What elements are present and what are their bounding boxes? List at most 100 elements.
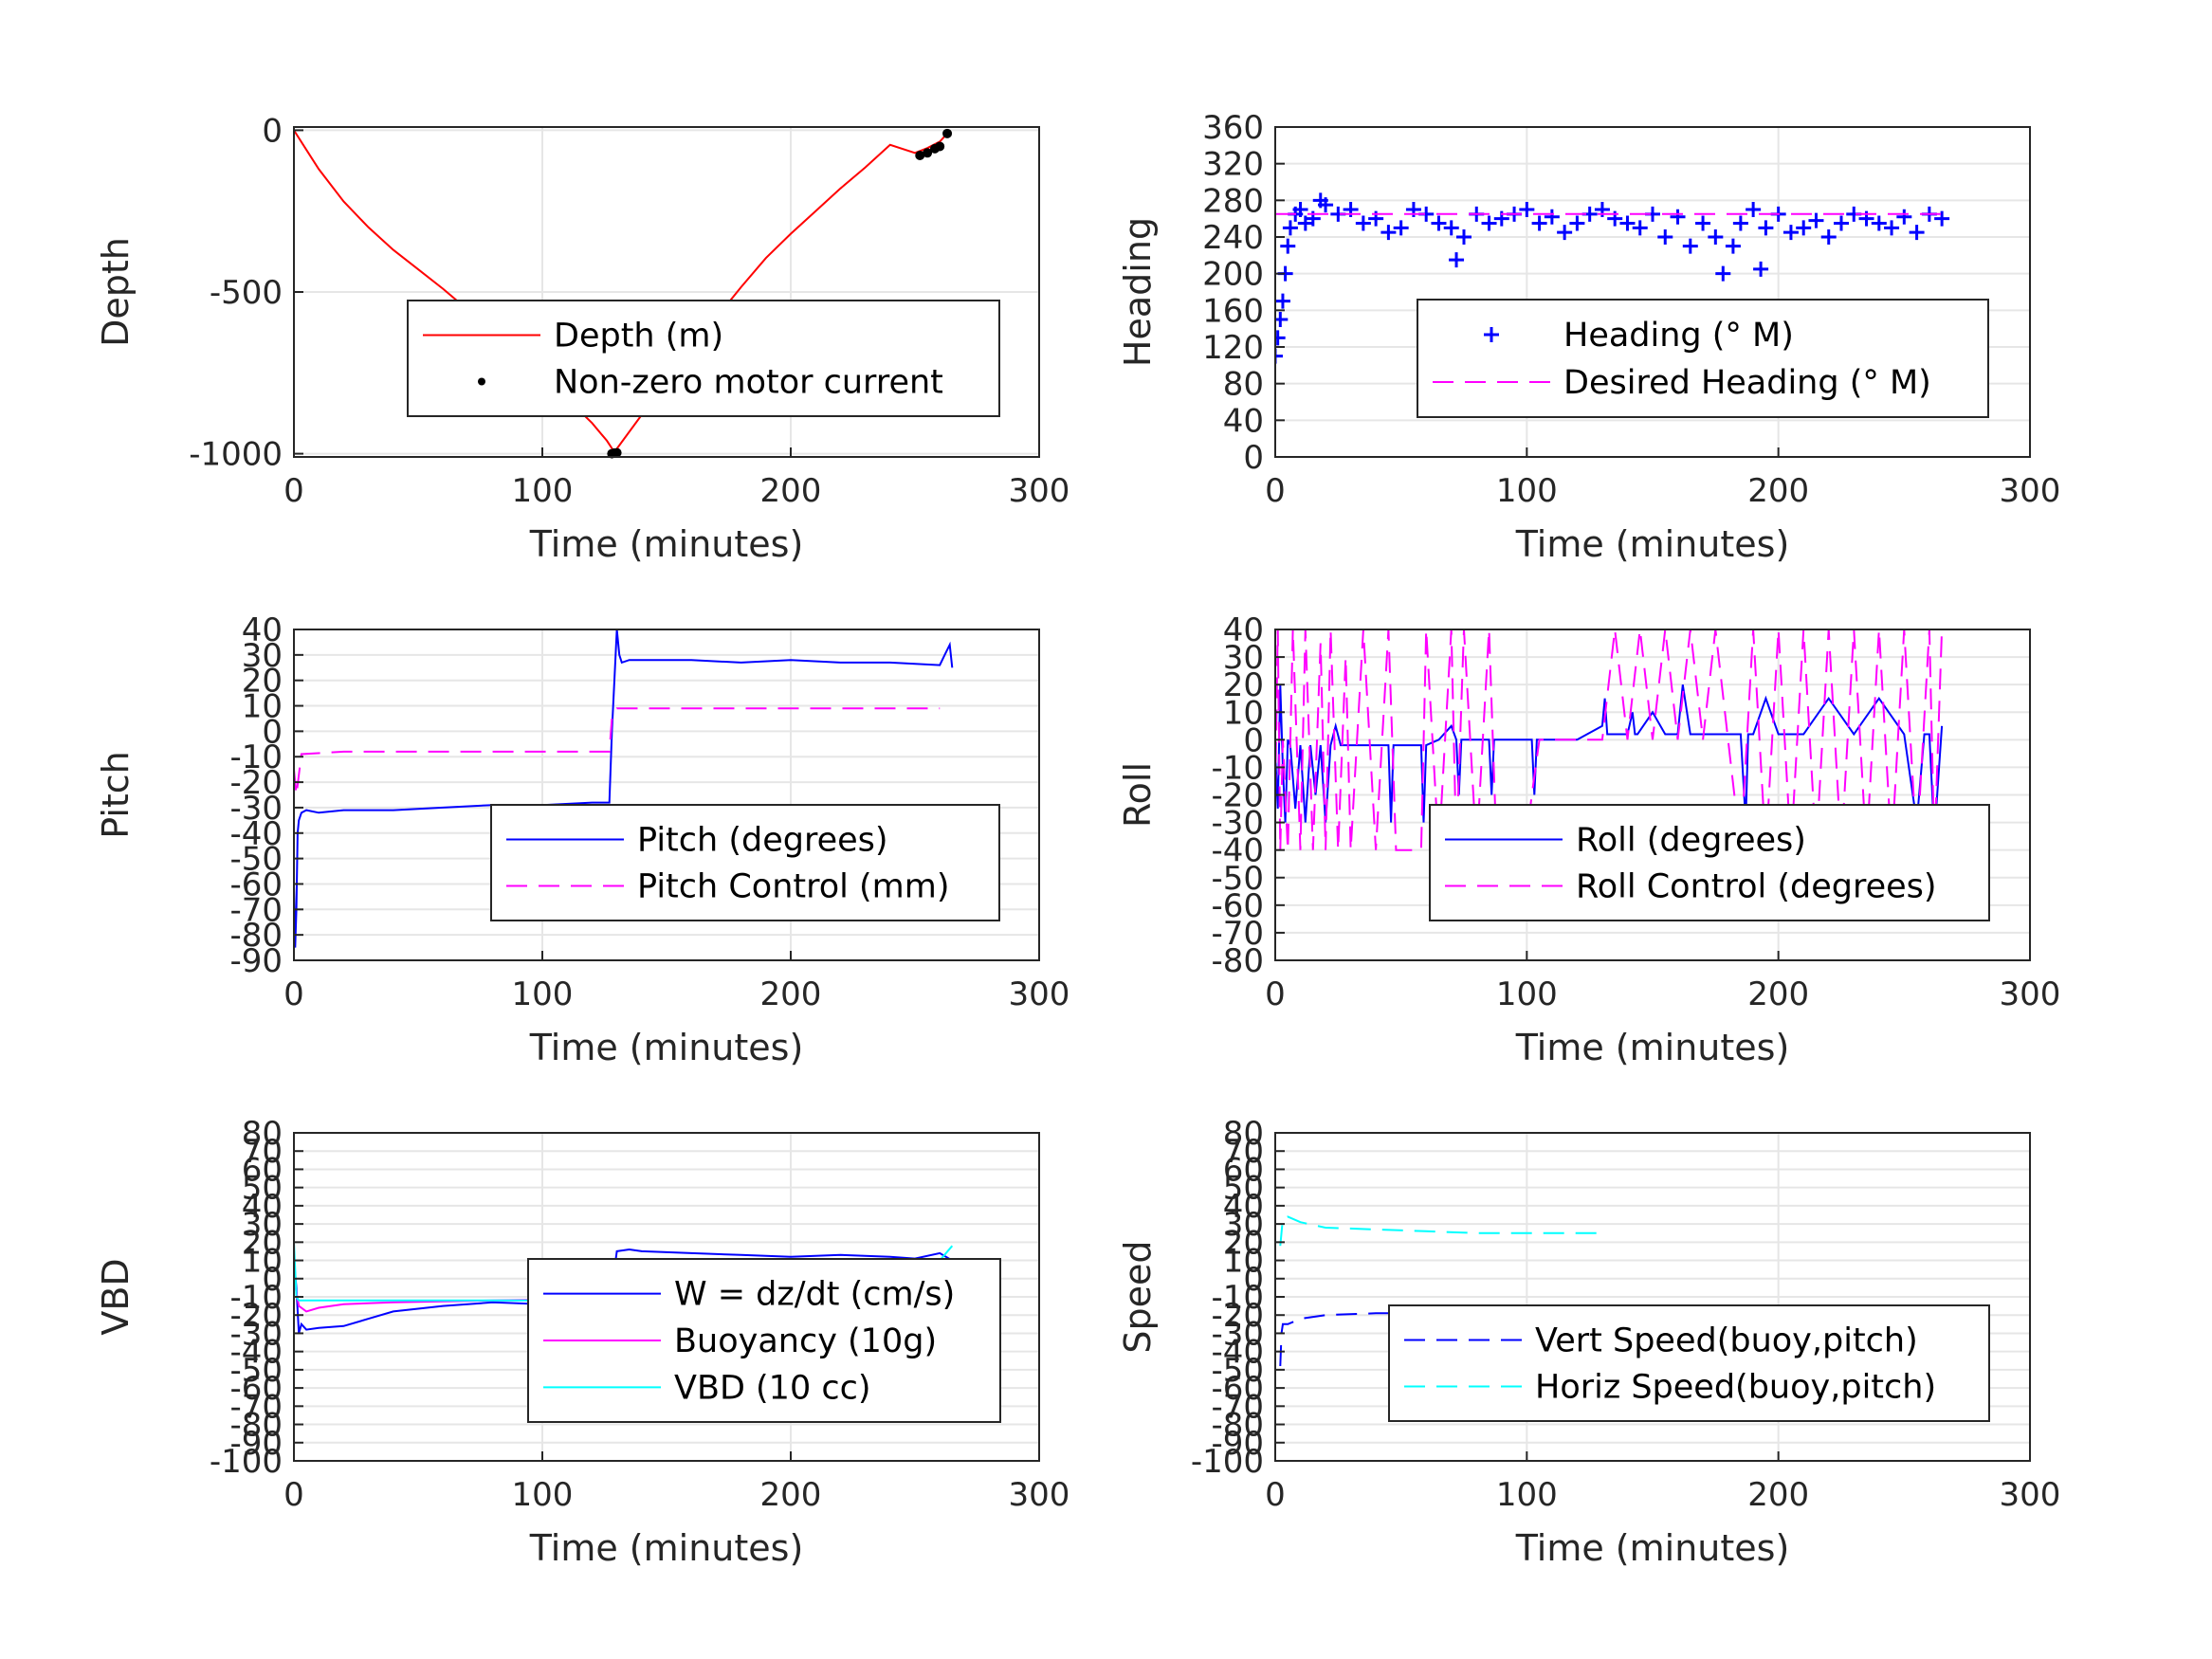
series-point <box>1393 220 1409 236</box>
y-tick-label: -20 <box>229 764 283 802</box>
series-point <box>935 141 945 152</box>
y-tick-label: 20 <box>1223 1224 1264 1262</box>
legend: Depth (m) Non-zero motor current <box>407 300 1000 417</box>
legend-entry: Depth (m) <box>554 318 723 356</box>
series-line-1 <box>294 629 954 948</box>
series-point <box>1753 261 1769 277</box>
y-tick-label: 0 <box>262 1261 283 1299</box>
legend-entry: VBD (10 cc) <box>674 1369 871 1407</box>
y-tick-label: 40 <box>1223 611 1264 649</box>
y-tick-label: -20 <box>1211 777 1264 815</box>
y-tick-label: 20 <box>242 663 283 701</box>
y-tick-label: 60 <box>242 1151 283 1189</box>
axes-box <box>1274 126 2031 458</box>
y-tick-label: 60 <box>1223 1151 1264 1189</box>
series-point <box>1619 215 1636 231</box>
y-tick-label: -30 <box>1211 1315 1264 1353</box>
y-tick-label: -10 <box>229 738 283 776</box>
legend-box <box>490 804 1000 921</box>
y-tick-label: -90 <box>229 1425 283 1463</box>
x-tick-label: 0 <box>1265 1476 1286 1514</box>
y-tick-label: -90 <box>1211 1425 1264 1463</box>
series-point <box>1746 202 1762 217</box>
x-tick-label: 200 <box>760 472 822 510</box>
series-point <box>1758 220 1774 236</box>
y-tick-label: -30 <box>229 1315 283 1353</box>
y-tick-label: 20 <box>242 1224 283 1262</box>
y-tick-label: 30 <box>242 1206 283 1244</box>
series-point <box>1355 215 1371 231</box>
series-point <box>1275 330 1286 346</box>
y-tick-label: 200 <box>1202 256 1264 294</box>
y-tick-label: 120 <box>1202 329 1264 367</box>
y-tick-label: -60 <box>229 1370 283 1408</box>
series-point <box>1632 220 1648 236</box>
legend-box <box>1388 1304 1990 1422</box>
y-tick-label: 40 <box>1223 1188 1264 1226</box>
series-group <box>1275 629 1944 851</box>
series-point <box>1481 215 1497 231</box>
chart-panel-2: 0 100 200 30004080120160200240280320360Time… <box>1117 109 2060 565</box>
y-tick-label: 360 <box>1202 109 1264 147</box>
y-tick-label: -50 <box>1211 860 1264 898</box>
y-tick-label: 320 <box>1202 146 1264 184</box>
y-tick-label: -30 <box>229 790 283 828</box>
chart-panel-1: 0 100 200 300 0 -500 -1000 Time (minutes) Depth D… <box>95 112 1069 565</box>
y-tick-label: -80 <box>229 1407 283 1445</box>
series-point <box>1820 229 1837 245</box>
series-point <box>1531 215 1547 231</box>
series-point <box>1715 265 1731 282</box>
series-point <box>915 151 925 161</box>
y-tick-label: 0 <box>1243 1261 1264 1299</box>
y-tick-label: 10 <box>1223 694 1264 732</box>
legend: Pitch (degrees) Pitch Control (mm) <box>490 804 1000 921</box>
y-tick-label: -70 <box>229 891 283 929</box>
series-point <box>1725 238 1741 254</box>
legend-entry: Roll (degrees) <box>1576 822 1806 860</box>
legend: W = dz/dt (cm/s) Buoyancy (10g) VBD (10 cc… <box>527 1258 1001 1423</box>
x-tick-label: 300 <box>1009 472 1070 510</box>
y-tick-label: -10 <box>229 1279 283 1317</box>
y-tick-label: 240 <box>1202 219 1264 257</box>
series-group <box>1275 192 1950 364</box>
y-tick-label: -80 <box>1211 942 1264 980</box>
y-tick-label: 160 <box>1202 292 1264 330</box>
x-tick-label: 300 <box>2000 975 2061 1013</box>
y-tick-label: 40 <box>1223 402 1264 440</box>
y-tick-label: -60 <box>1211 887 1264 925</box>
legend-marker-sample <box>1484 327 1499 342</box>
x-tick-label: 0 <box>1265 472 1286 510</box>
y-tick-label: -80 <box>229 917 283 955</box>
legend-marker-sample <box>478 377 485 386</box>
series-point <box>1557 225 1573 241</box>
y-tick-label: 30 <box>1223 1206 1264 1244</box>
series-point <box>1834 215 1849 231</box>
x-tick-label: 100 <box>1496 975 1558 1013</box>
x-tick-label: 100 <box>1496 472 1558 510</box>
legend-entry: Heading (° M) <box>1563 317 1794 355</box>
series-point <box>923 148 933 158</box>
y-tick-label: 70 <box>242 1133 283 1171</box>
series-point <box>1871 215 1887 231</box>
x-tick-label: 200 <box>760 1476 822 1514</box>
y-tick-label: -10 <box>1211 749 1264 787</box>
x-tick-label: 300 <box>2000 472 2061 510</box>
y-tick-label: -60 <box>1211 1370 1264 1408</box>
y-axis-label: Pitch <box>95 751 137 839</box>
series-point <box>1569 215 1585 231</box>
y-tick-label: -50 <box>229 841 283 879</box>
series-point <box>1519 202 1535 217</box>
series-point <box>1280 238 1296 254</box>
series-point <box>1682 238 1698 254</box>
legend: Heading (° M) Desired Heading (° M) <box>1417 299 1989 418</box>
y-tick-label: 30 <box>1223 639 1264 677</box>
y-tick-label: -20 <box>229 1297 283 1335</box>
legend-box <box>407 300 1000 417</box>
x-tick-label: 0 <box>283 1476 304 1514</box>
series-point <box>1896 209 1912 225</box>
y-tick-label: 280 <box>1202 182 1264 220</box>
chart-panel-4: 0 100 200 300403020100-10-20-30-40-50-60-70… <box>1117 611 2060 1068</box>
y-tick-label: 40 <box>242 1188 283 1226</box>
y-tick-label: 10 <box>242 688 283 726</box>
